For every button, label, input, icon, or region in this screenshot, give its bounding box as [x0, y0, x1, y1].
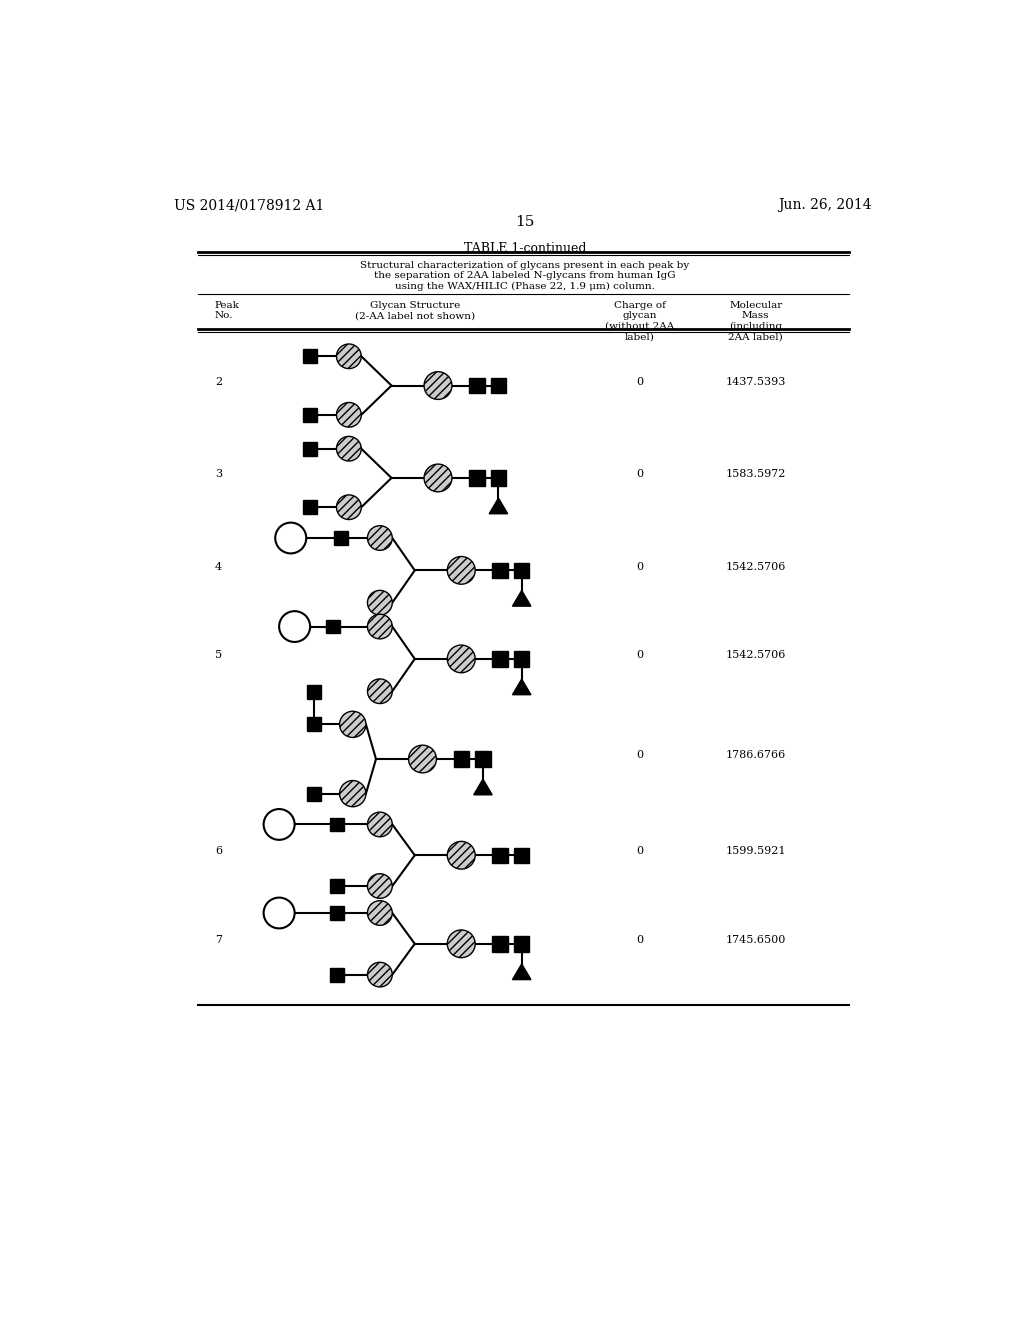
Circle shape — [280, 611, 310, 642]
Circle shape — [368, 678, 392, 704]
Circle shape — [368, 525, 392, 550]
Bar — [307, 787, 321, 800]
Text: 0: 0 — [636, 649, 643, 660]
Text: 4: 4 — [215, 561, 222, 572]
Circle shape — [368, 614, 392, 639]
Circle shape — [368, 874, 392, 899]
Text: Charge of
glycan
(without 2AA
label): Charge of glycan (without 2AA label) — [605, 301, 674, 341]
Text: 1542.5706: 1542.5706 — [726, 649, 786, 660]
Circle shape — [263, 898, 295, 928]
Text: 1437.5393: 1437.5393 — [726, 376, 786, 387]
Bar — [454, 751, 469, 767]
Bar — [331, 968, 344, 982]
Text: 0: 0 — [636, 846, 643, 857]
Bar — [331, 879, 344, 892]
Text: 1542.5706: 1542.5706 — [726, 561, 786, 572]
Bar — [469, 470, 484, 486]
Text: 1786.6766: 1786.6766 — [726, 750, 785, 760]
Text: 3: 3 — [215, 469, 222, 479]
Circle shape — [424, 465, 452, 492]
Text: 2: 2 — [215, 376, 222, 387]
Text: Glycan Structure
(2-AA label not shown): Glycan Structure (2-AA label not shown) — [354, 301, 475, 321]
Text: 6: 6 — [215, 846, 222, 857]
Text: 0: 0 — [636, 935, 643, 945]
Text: 0: 0 — [636, 561, 643, 572]
Bar — [475, 751, 490, 767]
Circle shape — [447, 557, 475, 585]
Bar — [493, 936, 508, 952]
Bar — [331, 906, 344, 920]
Bar — [514, 651, 529, 667]
Circle shape — [368, 812, 392, 837]
Circle shape — [275, 523, 306, 553]
Bar — [307, 718, 321, 731]
Circle shape — [368, 962, 392, 987]
Bar — [469, 378, 484, 393]
Text: 1745.6500: 1745.6500 — [726, 935, 786, 945]
Bar — [331, 817, 344, 832]
Text: 1599.5921: 1599.5921 — [725, 846, 786, 857]
Text: 7: 7 — [215, 935, 222, 945]
Text: 5: 5 — [215, 649, 222, 660]
Bar — [307, 685, 321, 700]
Circle shape — [368, 590, 392, 615]
Bar — [303, 408, 317, 422]
Circle shape — [340, 711, 366, 738]
Polygon shape — [474, 779, 493, 795]
Bar — [490, 378, 506, 393]
Bar — [514, 936, 529, 952]
Bar — [303, 500, 317, 515]
Bar — [493, 847, 508, 863]
Circle shape — [447, 841, 475, 869]
Text: 1583.5972: 1583.5972 — [726, 469, 786, 479]
Bar — [334, 531, 348, 545]
Circle shape — [337, 437, 361, 461]
Bar — [303, 350, 317, 363]
Text: 0: 0 — [636, 376, 643, 387]
Text: US 2014/0178912 A1: US 2014/0178912 A1 — [174, 198, 325, 213]
Circle shape — [447, 645, 475, 673]
Polygon shape — [512, 590, 530, 606]
Circle shape — [368, 900, 392, 925]
Circle shape — [424, 372, 452, 400]
Polygon shape — [512, 964, 530, 979]
Bar — [490, 470, 506, 486]
Text: Structural characterization of glycans present in each peak by
the separation of: Structural characterization of glycans p… — [360, 261, 689, 290]
Circle shape — [409, 744, 436, 774]
Bar — [514, 562, 529, 578]
Text: 0: 0 — [636, 750, 643, 760]
Text: 15: 15 — [515, 215, 535, 228]
Text: TABLE 1-continued: TABLE 1-continued — [464, 242, 586, 255]
Bar — [303, 442, 317, 455]
Bar — [493, 562, 508, 578]
Bar — [514, 847, 529, 863]
Text: Peak
No.: Peak No. — [215, 301, 240, 321]
Circle shape — [340, 780, 366, 807]
Bar — [493, 651, 508, 667]
Text: Molecular
Mass
(including
2AA label): Molecular Mass (including 2AA label) — [728, 301, 783, 341]
Polygon shape — [489, 498, 508, 513]
Circle shape — [447, 929, 475, 958]
Circle shape — [337, 495, 361, 520]
Circle shape — [337, 345, 361, 368]
Text: 0: 0 — [636, 469, 643, 479]
Bar — [327, 619, 340, 634]
Polygon shape — [512, 678, 530, 694]
Circle shape — [337, 403, 361, 428]
Text: Jun. 26, 2014: Jun. 26, 2014 — [778, 198, 872, 213]
Circle shape — [263, 809, 295, 840]
